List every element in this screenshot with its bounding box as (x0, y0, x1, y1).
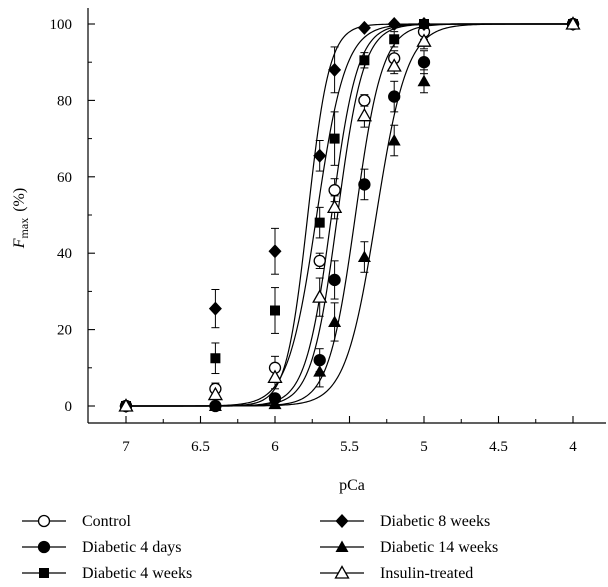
legend-marker (335, 514, 349, 528)
data-point-insulin-treated (416, 33, 432, 47)
data-point-diabetic-14-weeks (313, 365, 327, 377)
legend-label: Diabetic 8 weeks (380, 513, 490, 530)
y-axis-label: Fmax (%) (11, 188, 31, 249)
data-point-insulin-treated (312, 289, 328, 303)
y-axis-label-subscript: max (17, 218, 31, 239)
data-point-insulin-treated (207, 386, 224, 401)
data-markers (118, 16, 581, 413)
legend: Control Diabetic 4 days Diabetic 4 weeks Di… (22, 513, 498, 582)
data-point-diabetic-14-weeks (328, 315, 342, 327)
data-point-diabetic-14-weeks (268, 397, 282, 410)
data-point-insulin-treated (118, 398, 134, 412)
fitted-curves (126, 23, 573, 407)
x-tick-label: 4 (569, 439, 577, 455)
legend-label: Diabetic 14 weeks (380, 539, 498, 556)
legend-item: Diabetic 4 days (22, 539, 182, 556)
data-point-diabetic-4-weeks (329, 133, 340, 144)
fit-curve-diabetic-14-weeks (126, 23, 573, 407)
legend-item: Insulin-treated (320, 565, 473, 582)
x-tick-label: 5.5 (340, 439, 359, 455)
error-bars (211, 23, 428, 403)
y-axis-label-main: F (11, 238, 28, 249)
data-point-diabetic-14-weeks (417, 74, 431, 87)
data-point-diabetic-8-weeks (417, 17, 431, 31)
y-tick-label: 100 (50, 17, 73, 33)
y-axis-label-text: Fmax (%) (11, 188, 31, 249)
data-point-diabetic-8-weeks (313, 148, 327, 163)
data-point-diabetic-8-weeks (268, 244, 282, 259)
data-point-control (358, 94, 371, 107)
y-tick-label: 0 (65, 399, 73, 415)
legend-item: Diabetic 14 weeks (320, 539, 498, 556)
data-point-diabetic-4-days (388, 90, 401, 103)
data-point-diabetic-8-weeks (208, 301, 222, 316)
data-point-insulin-treated (267, 369, 283, 384)
data-point-diabetic-4-weeks (359, 55, 370, 66)
legend-label: Diabetic 4 days (82, 539, 182, 556)
y-tick-label: 20 (57, 323, 72, 339)
legend-item: Diabetic 4 weeks (22, 565, 192, 582)
y-tick-label: 40 (57, 246, 72, 262)
data-point-insulin-treated (356, 107, 373, 122)
legend-label: Control (82, 513, 131, 530)
legend-marker (39, 568, 49, 578)
data-point-diabetic-14-weeks (357, 250, 371, 263)
fit-curve-insulin-treated (126, 23, 573, 407)
x-tick-label: 6 (271, 439, 279, 455)
x-tick-label: 5 (420, 439, 428, 455)
data-point-control (328, 184, 341, 197)
x-tick-label: 6.5 (191, 439, 210, 455)
legend-item: Diabetic 8 weeks (320, 513, 490, 530)
y-tick-label: 80 (57, 93, 72, 109)
x-tick-label: 4.5 (489, 439, 508, 455)
data-point-control (313, 254, 326, 267)
data-point-diabetic-4-weeks (210, 353, 221, 364)
data-point-diabetic-8-weeks (387, 17, 401, 31)
y-axis-label-unit: (%) (11, 188, 28, 212)
x-tick-label: 7 (122, 439, 130, 455)
data-point-diabetic-8-weeks (328, 62, 342, 77)
x-axis-label: pCa (339, 477, 365, 494)
data-point-diabetic-14-weeks (387, 134, 401, 146)
data-point-diabetic-4-weeks (389, 34, 400, 45)
y-tick-label: 60 (57, 170, 72, 186)
data-point-diabetic-8-weeks (357, 20, 371, 35)
legend-label: Diabetic 4 weeks (82, 565, 192, 582)
legend-marker (335, 540, 349, 552)
data-point-insulin-treated (565, 16, 581, 30)
data-point-insulin-treated (386, 58, 402, 72)
legend-item: Control (22, 513, 131, 530)
legend-marker (37, 540, 51, 554)
data-point-insulin-treated (326, 199, 343, 214)
data-point-diabetic-4-days (313, 354, 326, 367)
data-point-diabetic-4-weeks (314, 217, 325, 228)
data-point-diabetic-4-days (328, 273, 341, 287)
axes: 0 20 40 60 80 100 7 6.5 6 5.5 5 4.5 4 (50, 8, 606, 455)
legend-marker (37, 514, 51, 528)
data-point-diabetic-14-weeks (208, 399, 222, 411)
data-point-diabetic-4-days (417, 56, 431, 69)
data-point-diabetic-4-days (358, 178, 371, 191)
legend-label: Insulin-treated (380, 565, 473, 582)
legend-marker (334, 565, 350, 579)
data-point-diabetic-4-weeks (270, 305, 280, 316)
